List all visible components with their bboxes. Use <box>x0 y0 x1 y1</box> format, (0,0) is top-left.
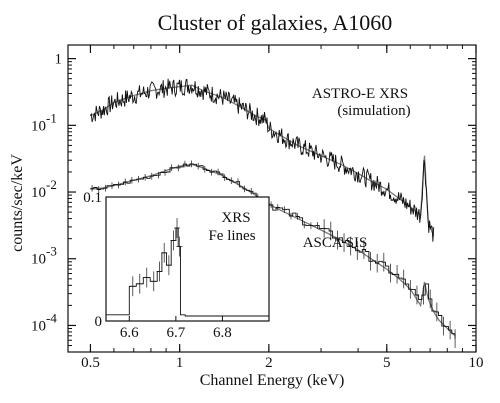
y-tick-exp-2: -2 <box>46 177 57 192</box>
inset-label-fe: Fe lines <box>208 228 255 244</box>
chart-title: Cluster of galaxies, A1060 <box>158 10 393 35</box>
x-tick-label-4: 10 <box>469 355 484 371</box>
series-asca-model <box>90 163 456 337</box>
y-tick-label-2: 10 <box>31 185 46 201</box>
series-xrs-model <box>90 84 435 237</box>
y-tick-label-3: 10 <box>31 252 46 268</box>
inset-chart: 6.6 6.7 6.8 0 0.1 XRS Fe lines <box>83 190 270 341</box>
x-tick-label-1: 1 <box>176 355 184 371</box>
series-label-asca: ASCA SIS <box>303 235 368 251</box>
inset-y-tick-label-0: 0 <box>95 314 103 330</box>
series-xrs-trace <box>90 78 435 242</box>
inset-x-tick-label-1: 6.7 <box>166 325 185 341</box>
y-tick-label-4: 10 <box>31 318 46 334</box>
inset-series <box>106 218 269 317</box>
y-tick-exp-3: -3 <box>46 244 57 259</box>
inset-y-tick-label-1: 0.1 <box>83 190 102 206</box>
x-tick-label-0: 0.5 <box>81 355 100 371</box>
inset-label-xrs: XRS <box>221 210 250 226</box>
y-axis-label: counts/sec/keV <box>9 154 26 252</box>
y-tick-label-1: 10 <box>31 118 46 134</box>
inset-x-tick-label-0: 6.6 <box>120 325 139 341</box>
inset-frame <box>105 196 270 322</box>
series-label-xrs: ASTRO-E XRS <box>312 86 408 102</box>
x-axis: 0.5 1 2 5 10 <box>81 45 484 371</box>
x-tick-label-3: 5 <box>383 355 391 371</box>
x-tick-label-2: 2 <box>265 355 273 371</box>
y-tick-exp-4: -4 <box>46 310 57 325</box>
y-axis: 110-110-210-310-4 <box>31 52 476 353</box>
y-tick-label-0: 1 <box>55 52 63 68</box>
series-layer <box>90 78 456 348</box>
inset-axes: 6.6 6.7 6.8 0 0.1 <box>83 190 232 341</box>
series-note-xrs: (simulation) <box>337 103 410 119</box>
x-axis-label: Channel Energy (keV) <box>200 372 345 389</box>
inset-fe-trace <box>106 227 269 317</box>
series-asca-trace <box>90 163 456 339</box>
y-tick-exp-1: -1 <box>46 110 57 125</box>
inset-x-tick-label-2: 6.8 <box>213 325 232 341</box>
